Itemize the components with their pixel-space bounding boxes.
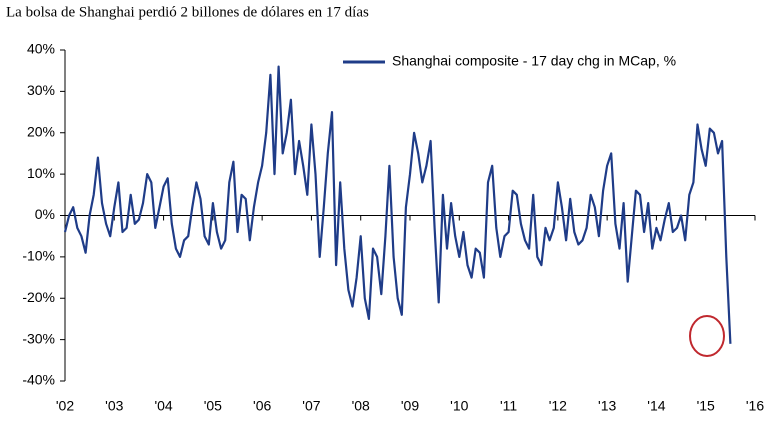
x-tick-label: '16: [746, 398, 764, 414]
x-tick-label: '15: [697, 398, 715, 414]
x-tick-label: '07: [302, 398, 320, 414]
x-tick-label: '02: [56, 398, 74, 414]
x-tick-label: '09: [401, 398, 419, 414]
x-tick-label: '11: [500, 398, 517, 414]
y-tick-label: -30%: [22, 330, 55, 346]
series-line: [63, 65, 732, 344]
x-tick-label: '04: [154, 398, 172, 414]
chart-title: La bolsa de Shanghai perdió 2 billones d…: [6, 4, 369, 20]
x-tick-label: '14: [647, 398, 665, 414]
y-tick-label: 40%: [27, 41, 55, 57]
highlight-circle: [689, 315, 725, 357]
y-tick-label: -40%: [22, 372, 55, 388]
y-tick-label: -20%: [22, 289, 55, 305]
x-tick-label: '13: [598, 398, 616, 414]
x-tick-label: '03: [105, 398, 123, 414]
y-tick-label: 0%: [35, 206, 55, 222]
y-tick-label: 20%: [27, 123, 55, 139]
legend-label: Shanghai composite - 17 day chg in MCap,…: [392, 53, 676, 69]
x-tick-label: '08: [352, 398, 370, 414]
x-tick-label: '05: [204, 398, 222, 414]
x-tick-label: '10: [450, 398, 468, 414]
x-tick-label: '06: [253, 398, 271, 414]
y-tick-label: 30%: [27, 82, 55, 98]
x-tick-label: '12: [549, 398, 567, 414]
y-tick-label: -10%: [22, 248, 55, 264]
y-tick-label: 10%: [27, 165, 55, 181]
